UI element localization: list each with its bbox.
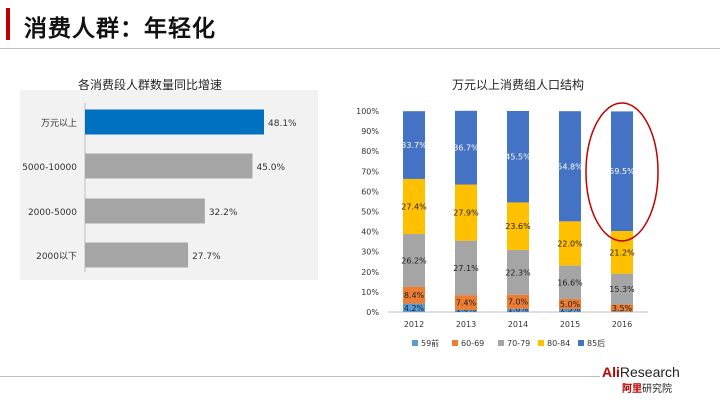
data-label-2012-2: 26.2% bbox=[401, 256, 427, 265]
bar-2 bbox=[85, 198, 205, 224]
legend-swatch-2 bbox=[498, 340, 504, 346]
bar-0 bbox=[85, 109, 264, 135]
data-label-2012-3: 27.4% bbox=[401, 202, 427, 211]
data-label-2016-4: 59.5% bbox=[609, 167, 635, 176]
segment-2016-1 bbox=[611, 304, 633, 312]
brand-name: AliResearch bbox=[602, 364, 680, 380]
segment-2015-3 bbox=[559, 221, 581, 266]
segment-2012-4 bbox=[403, 111, 425, 179]
category-label-0: 万元以上 bbox=[41, 118, 77, 129]
x-tick-2015: 2015 bbox=[560, 320, 580, 329]
bar-3 bbox=[85, 242, 189, 268]
data-label-2012-1: 8.4% bbox=[404, 291, 425, 300]
category-label-2: 2000-5000 bbox=[28, 208, 77, 218]
value-label-1: 45.0% bbox=[256, 163, 285, 173]
y-tick-8: 80% bbox=[361, 147, 379, 156]
segment-2013-1 bbox=[455, 295, 477, 310]
brand-logo: AliResearch 阿里研究院 bbox=[602, 364, 717, 395]
data-label-2015-1: 5.0% bbox=[560, 300, 581, 309]
segment-2016-4 bbox=[611, 111, 633, 231]
segment-2013-0 bbox=[455, 309, 477, 312]
x-tick-2013: 2013 bbox=[456, 320, 476, 329]
legend-label-0: 59前 bbox=[421, 338, 439, 348]
y-tick-7: 70% bbox=[361, 167, 379, 176]
value-label-3: 27.7% bbox=[192, 252, 221, 262]
highlight-ellipse bbox=[585, 102, 659, 242]
segment-2013-4 bbox=[455, 110, 477, 185]
segment-2015-0 bbox=[559, 308, 581, 312]
y-tick-9: 90% bbox=[361, 127, 379, 136]
y-tick-4: 40% bbox=[361, 228, 379, 237]
segment-2013-2 bbox=[455, 240, 477, 296]
segment-2014-4 bbox=[507, 111, 529, 203]
y-tick-10: 100% bbox=[356, 107, 379, 116]
y-tick-3: 30% bbox=[361, 248, 379, 257]
data-label-2014-2: 22.3% bbox=[505, 268, 531, 277]
legend-swatch-1 bbox=[452, 340, 458, 346]
data-label-2013-3: 27.9% bbox=[453, 209, 479, 218]
value-label-2: 32.2% bbox=[209, 208, 238, 218]
y-tick-0: 0% bbox=[366, 308, 379, 317]
legend-label-3: 80-84 bbox=[547, 339, 570, 348]
segment-2016-0 bbox=[611, 311, 633, 312]
header-divider bbox=[0, 48, 720, 49]
data-label-2013-2: 27.1% bbox=[453, 264, 479, 273]
right-chart-title: 万元以上消费组人口结构 bbox=[452, 78, 585, 92]
data-label-2016-3: 21.2% bbox=[609, 248, 635, 257]
data-label-2014-3: 23.6% bbox=[505, 222, 531, 231]
page-title: 消费人群：年轻化 bbox=[24, 16, 216, 42]
legend-swatch-3 bbox=[538, 340, 544, 346]
data-label-2013-1: 7.4% bbox=[456, 299, 477, 308]
data-label-2015-4: 54.8% bbox=[557, 162, 583, 171]
legend-swatch-4 bbox=[578, 340, 584, 346]
segment-2012-0 bbox=[403, 303, 425, 312]
data-label-2014-0: 1.6% bbox=[508, 305, 529, 314]
data-label-2012-4: 33.7% bbox=[401, 141, 427, 150]
category-label-3: 2000以下 bbox=[36, 252, 77, 262]
segment-2014-0 bbox=[507, 308, 529, 312]
data-label-2015-3: 22.0% bbox=[557, 239, 583, 248]
title-accent-bar bbox=[6, 8, 10, 40]
y-tick-1: 10% bbox=[361, 288, 379, 297]
brand-subtitle: 阿里研究院 bbox=[622, 384, 672, 395]
category-label-1: 5000-10000 bbox=[22, 163, 77, 173]
x-tick-2012: 2012 bbox=[404, 320, 424, 329]
data-label-2015-0: 1.5% bbox=[560, 305, 581, 314]
data-label-2014-1: 7.0% bbox=[508, 298, 529, 307]
segment-2016-3 bbox=[611, 230, 633, 274]
segment-2013-3 bbox=[455, 184, 477, 241]
segment-2012-3 bbox=[403, 178, 425, 235]
segment-2015-2 bbox=[559, 265, 581, 299]
segment-2014-3 bbox=[507, 202, 529, 250]
segment-2012-1 bbox=[403, 286, 425, 304]
segment-2016-2 bbox=[611, 273, 633, 305]
x-tick-2014: 2014 bbox=[508, 320, 528, 329]
segment-2015-1 bbox=[559, 298, 581, 309]
segment-2014-2 bbox=[507, 249, 529, 295]
y-tick-2: 20% bbox=[361, 268, 379, 277]
legend-swatch-0 bbox=[412, 340, 418, 346]
segment-2012-2 bbox=[403, 234, 425, 287]
data-label-2013-4: 36.7% bbox=[453, 144, 479, 153]
data-label-2016-2: 15.3% bbox=[609, 285, 635, 294]
legend-label-4: 85后 bbox=[587, 338, 605, 348]
left-chart-title: 各消费段人群数量同比增速 bbox=[78, 78, 223, 92]
legend-label-1: 60-69 bbox=[461, 339, 484, 348]
x-tick-2016: 2016 bbox=[612, 320, 632, 329]
data-label-2012-0: 4.2% bbox=[404, 304, 425, 313]
y-tick-5: 50% bbox=[361, 208, 379, 217]
segment-2014-1 bbox=[507, 294, 529, 309]
segment-2015-4 bbox=[559, 111, 581, 222]
data-label-2016-1: 3.5% bbox=[612, 304, 633, 313]
data-label-2015-2: 16.6% bbox=[557, 278, 583, 287]
y-tick-6: 60% bbox=[361, 187, 379, 196]
footer-divider bbox=[0, 376, 600, 377]
value-label-0: 48.1% bbox=[268, 119, 297, 129]
legend-label-2: 70-79 bbox=[507, 339, 530, 348]
bar-1 bbox=[85, 153, 253, 179]
data-label-2014-4: 45.5% bbox=[505, 153, 531, 162]
